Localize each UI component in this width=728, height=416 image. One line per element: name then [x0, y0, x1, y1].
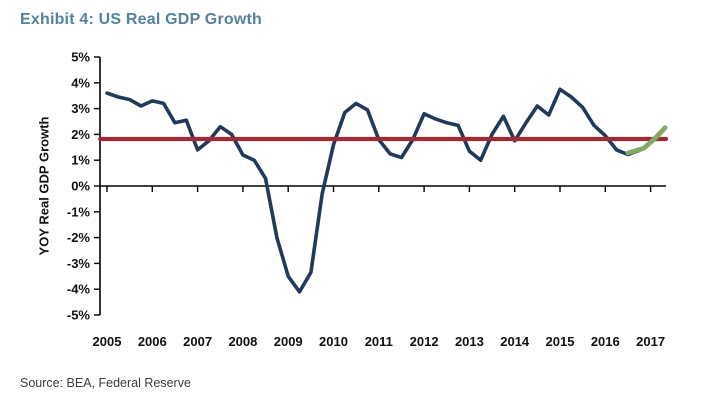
y-tick-label: 5%	[71, 50, 90, 65]
source-note: Source: BEA, Federal Reserve	[20, 376, 191, 390]
x-tick-label: 2014	[500, 334, 530, 349]
x-tick-label: 2016	[591, 334, 620, 349]
y-tick-label: -4%	[67, 282, 91, 297]
y-tick-label: 3%	[71, 101, 90, 116]
x-tick-label: 2006	[138, 334, 167, 349]
forecast-line	[625, 125, 668, 156]
gdp-yoy-line	[105, 87, 642, 294]
y-tick-label: 2%	[71, 127, 90, 142]
x-tick-label: 2008	[228, 334, 257, 349]
x-tick-label: 2009	[274, 334, 303, 349]
x-tick-label: 2013	[455, 334, 484, 349]
x-tick-label: 2010	[319, 334, 348, 349]
y-tick-label: -5%	[67, 308, 91, 323]
y-tick-label: 0%	[71, 179, 90, 194]
x-tick-label: 2017	[636, 334, 665, 349]
x-tick-label: 2005	[93, 334, 122, 349]
x-tick-label: 2007	[183, 334, 212, 349]
y-tick-label: -3%	[67, 256, 91, 271]
x-tick-label: 2015	[546, 334, 575, 349]
x-tick-label: 2011	[365, 334, 393, 349]
y-tick-label: 4%	[71, 75, 90, 90]
chart-title: Exhibit 4: US Real GDP Growth	[20, 11, 262, 28]
y-tick-label: 1%	[71, 153, 90, 168]
y-tick-label: -2%	[67, 230, 91, 245]
y-tick-label: -1%	[67, 204, 91, 219]
x-tick-label: 2012	[410, 334, 439, 349]
